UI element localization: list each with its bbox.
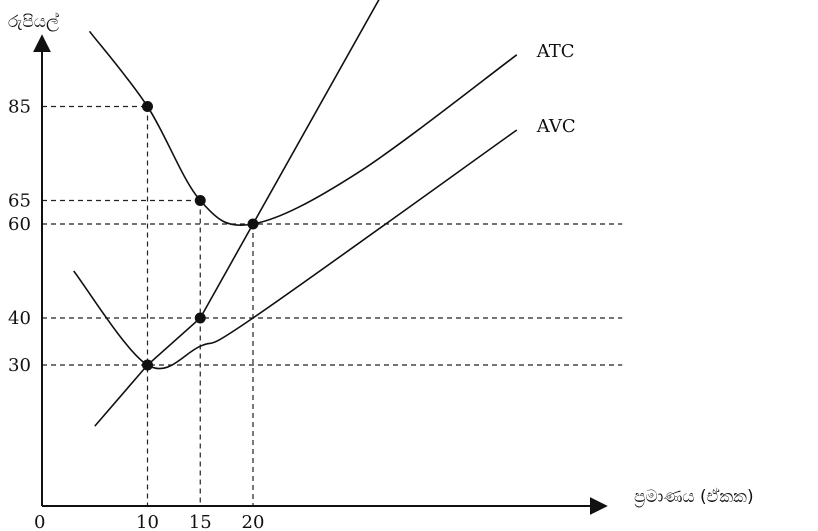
point-15-65 [194,195,206,206]
point-15-40 [194,312,206,324]
y-tick-label: 85 [8,97,31,118]
y-tick-label: 60 [8,214,31,235]
avc-label: AVC [536,116,576,137]
guide-lines [42,105,623,506]
marked-points [142,101,259,371]
atc-curve [88,30,518,226]
x-tick-label: 10 [136,512,159,531]
point-10-85 [142,101,153,112]
point-10-30 [142,359,153,371]
x-tick-labels: 10 15 20 [136,512,264,531]
y-tick-label: 30 [8,355,31,376]
x-tick-label: 20 [242,512,265,531]
atc-label: ATC [536,41,575,62]
x-tick-label: 15 [189,512,212,531]
y-tick-label: 40 [8,308,31,329]
y-tick-label: 65 [8,191,31,212]
curve-labels: MCATCAVC [536,41,576,137]
origin-label: 0 [34,512,45,531]
x-axis-title: ප්‍රමාණය (ඒකක) [634,487,754,507]
avc-curve [73,129,518,370]
y-axis-title: රුපියල් [8,12,59,32]
curves [73,0,518,427]
point-20-60 [247,218,259,230]
